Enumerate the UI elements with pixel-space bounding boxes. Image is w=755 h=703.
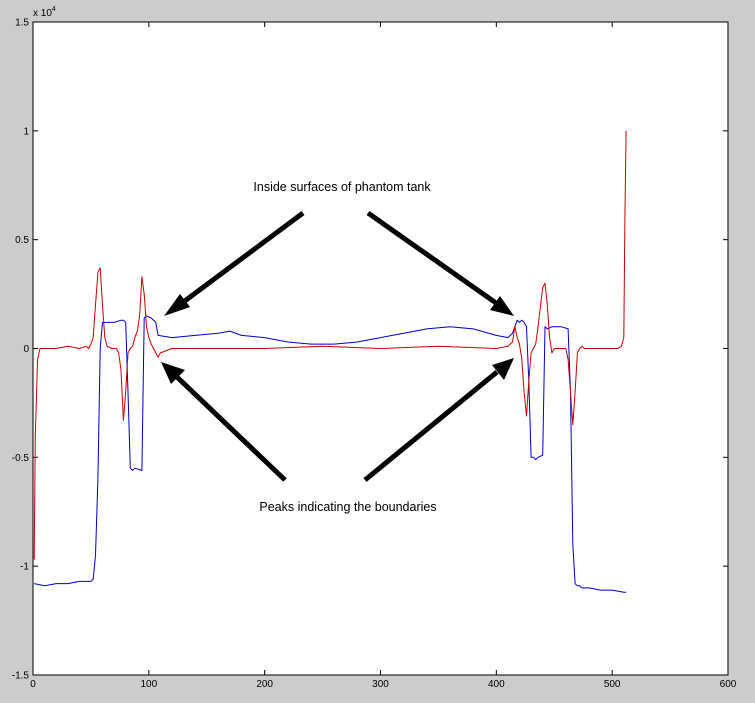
x-axis: 0 100 200 300 400 500 600: [30, 22, 737, 690]
x-tick-label: 200: [256, 679, 273, 690]
x-tick-label: 100: [140, 679, 157, 690]
y-tick-label: -1: [20, 562, 29, 573]
series-layer: [33, 130, 627, 593]
x-tick-label: 0: [30, 679, 36, 690]
annotation-boundary-peaks: Peaks indicating the boundaries: [259, 500, 436, 514]
annotation-inside-surfaces: Inside surfaces of phantom tank: [253, 180, 431, 194]
y-tick-label: 1: [23, 126, 29, 137]
x-tick-label: 300: [372, 679, 389, 690]
y-tick-label: 0.5: [15, 235, 29, 246]
y-tick-label: 0: [23, 344, 29, 355]
x-tick-label: 500: [604, 679, 621, 690]
arrow-upper-right: [366, 210, 514, 316]
series-line-1: [34, 315, 627, 593]
y-exponent-power: 4: [52, 6, 56, 13]
series-line-2: [33, 130, 627, 560]
arrow-lower-left: [161, 362, 287, 482]
x-tick-label: 600: [720, 679, 737, 690]
x-tick-label: 400: [488, 679, 505, 690]
arrow-upper-left: [164, 210, 305, 316]
y-exponent-label: x 104: [33, 6, 56, 19]
y-axis: 1.5 1 0.5 0 -0.5 -1 -1.5: [12, 18, 728, 682]
y-tick-label: -1.5: [12, 671, 30, 682]
y-tick-label: -0.5: [12, 453, 30, 464]
y-tick-label: 1.5: [15, 18, 29, 29]
arrow-lower-right: [363, 358, 514, 482]
